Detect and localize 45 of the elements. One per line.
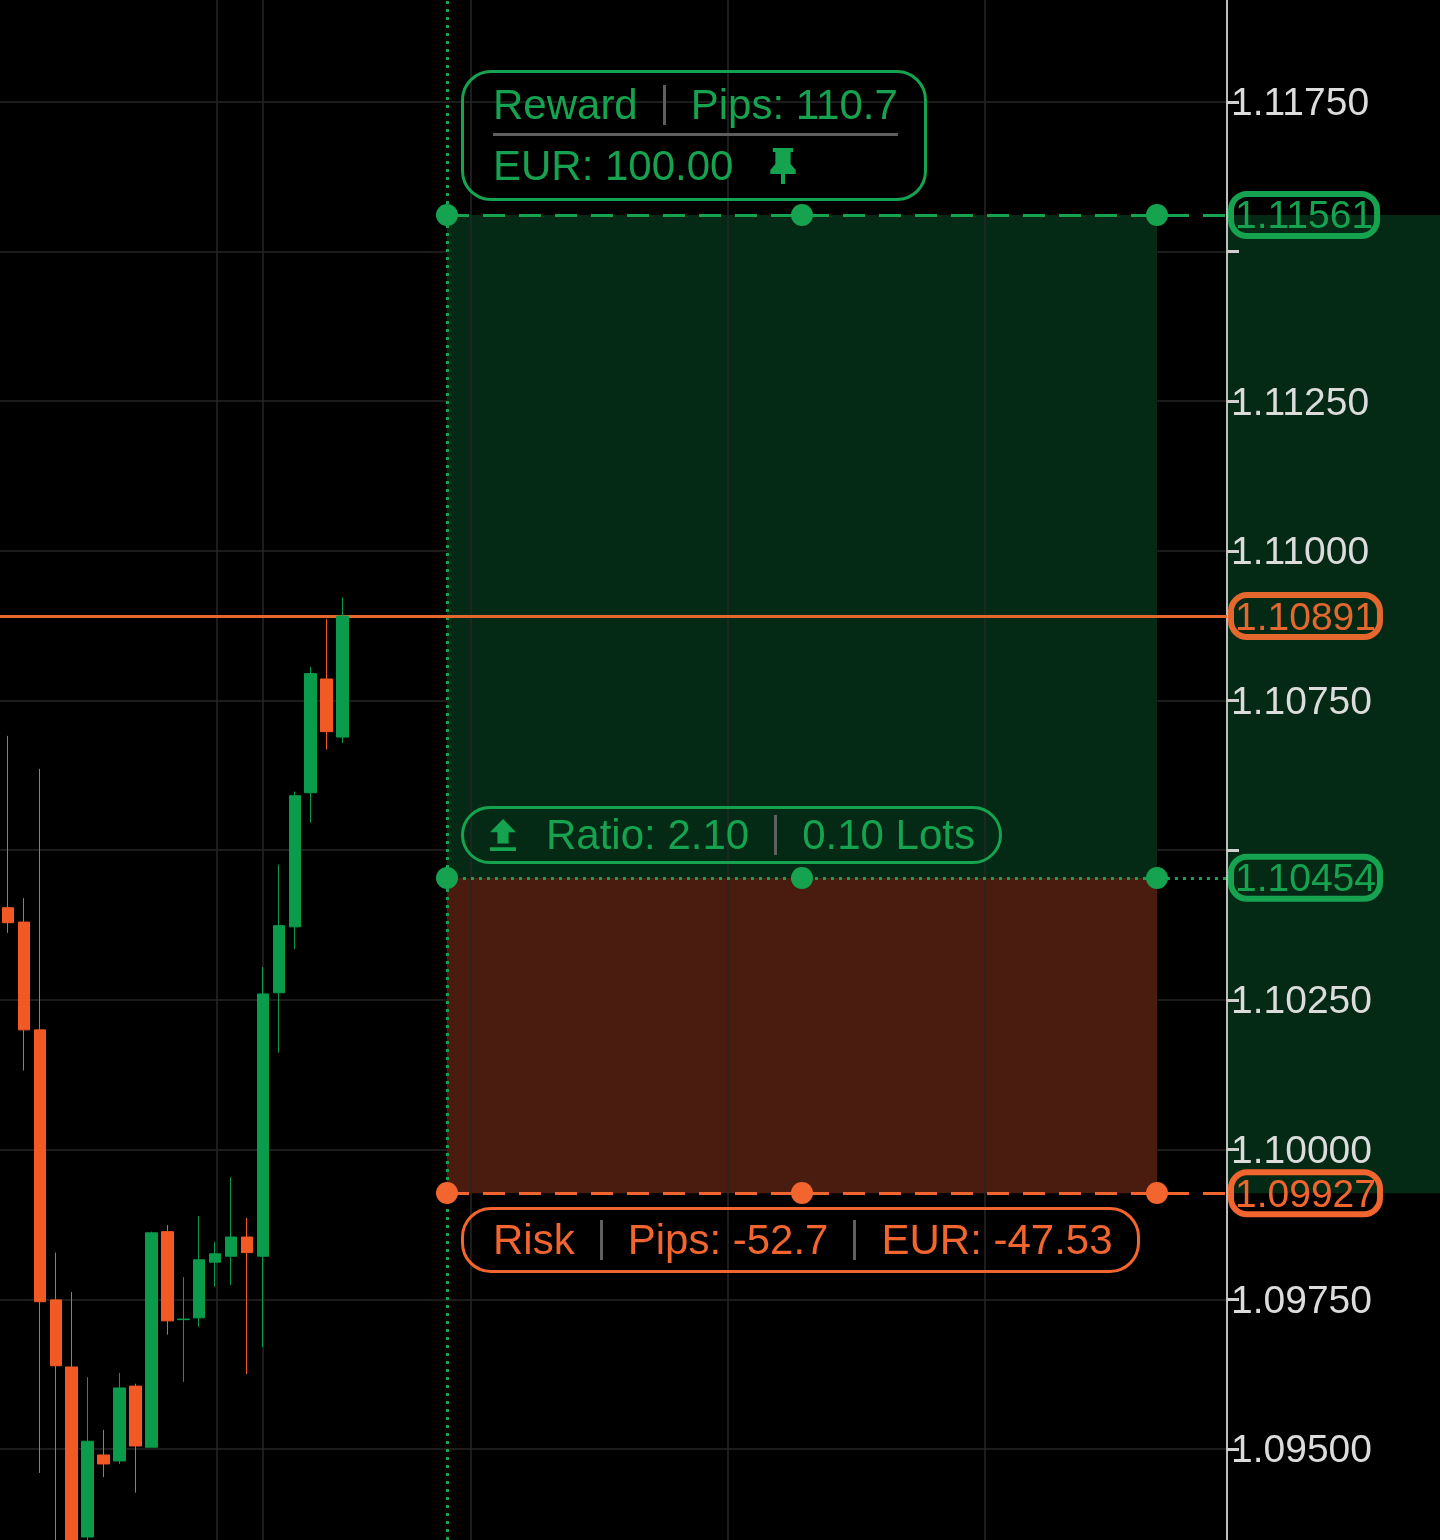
candlestick	[209, 1241, 221, 1288]
ref-line-label: 1.11561	[1235, 193, 1374, 237]
candlestick	[257, 966, 269, 1348]
candlestick	[129, 1383, 142, 1494]
ref-line-label: 1.09927	[1235, 1171, 1376, 1215]
candlestick	[113, 1372, 126, 1465]
candlestick	[289, 791, 301, 950]
candlestick	[304, 666, 317, 824]
annotation: 0.10 Lots	[802, 809, 975, 860]
candlestick	[225, 1176, 237, 1286]
candlestick	[18, 897, 30, 1072]
annotation: Reward	[493, 79, 638, 130]
candlestick	[145, 1231, 158, 1448]
candlestick	[50, 1252, 62, 1540]
candlestick	[65, 1291, 78, 1540]
candlestick	[81, 1376, 94, 1540]
label-box: Reward Pips: 110.7 EUR: 100.00	[461, 69, 927, 201]
annotation: Ratio: 2.10	[546, 809, 750, 860]
candlestick	[34, 768, 46, 1474]
y-tick-label: 1.11750	[1231, 80, 1370, 124]
candlestick	[241, 1217, 253, 1375]
ref-line-label: 1.10454	[1235, 856, 1376, 900]
y-tick-label: 1.10250	[1231, 978, 1372, 1022]
annotation: Pips: -52.7	[627, 1215, 829, 1266]
label-box: Ratio: 2.10 0.10 Lots	[461, 805, 1002, 864]
candlestick	[336, 597, 349, 744]
candlestick	[273, 864, 285, 1054]
candlestick	[97, 1429, 110, 1478]
candlestick	[193, 1215, 205, 1328]
y-tick-label: 1.10750	[1231, 679, 1372, 723]
y-tick-label: 1.11000	[1231, 529, 1370, 573]
annotation: EUR: 100.00	[493, 140, 734, 191]
annotation: EUR: -47.53	[881, 1215, 1113, 1266]
candlestick	[320, 618, 333, 751]
ref-line-label: 1.10891	[1235, 594, 1376, 638]
candlestick	[161, 1224, 174, 1336]
candlestick	[177, 1276, 190, 1383]
annotation: Risk	[493, 1215, 575, 1266]
annotation: Pips: 110.7	[690, 79, 898, 130]
y-tick-label: 1.11250	[1231, 379, 1370, 423]
candlestick	[2, 735, 14, 934]
label-box: Risk Pips: -52.7 EUR: -47.53	[461, 1207, 1140, 1274]
y-tick-label: 1.09750	[1231, 1277, 1372, 1321]
y-tick-label: 1.10000	[1231, 1128, 1372, 1172]
y-tick-label: 1.09500	[1231, 1427, 1372, 1471]
